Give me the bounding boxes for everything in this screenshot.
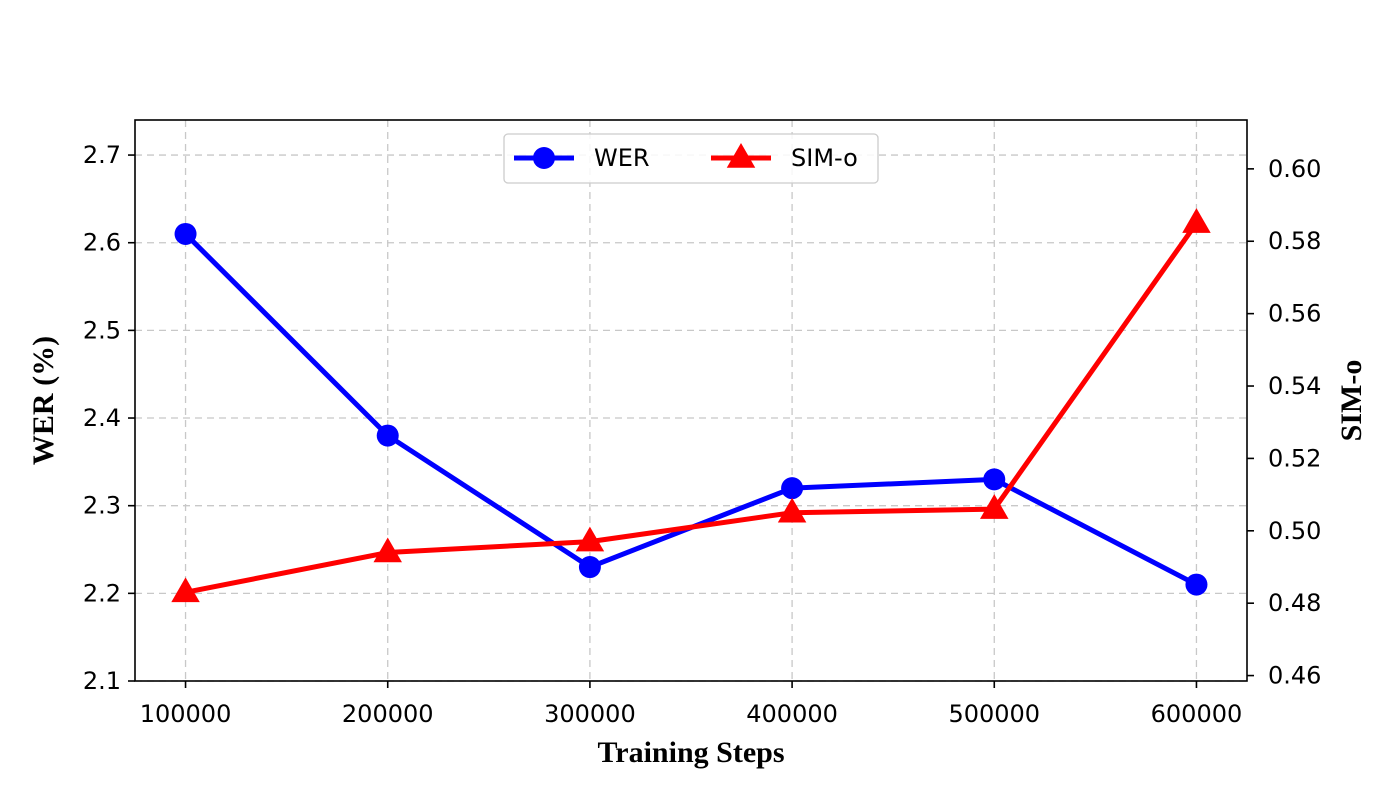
x-tick-label: 400000 — [746, 700, 838, 728]
data-point — [983, 468, 1006, 491]
y-right-tick-label: 0.48 — [1268, 589, 1321, 617]
legend-label: WER — [594, 144, 650, 172]
y-left-tick-label: 2.4 — [83, 404, 121, 432]
x-tick-label: 100000 — [140, 700, 232, 728]
y-left-tick-label: 2.6 — [83, 229, 121, 257]
series-layer — [171, 208, 1211, 603]
series-line — [183, 220, 1199, 595]
data-point — [373, 537, 402, 563]
legend-item: WER — [514, 144, 650, 172]
data-point — [1185, 573, 1208, 596]
y-right-tick-label: 0.46 — [1268, 662, 1321, 690]
data-point — [578, 556, 601, 579]
series-line — [183, 231, 1199, 588]
axis-ticks: 100000 200000 300000 400000 500000 600000 2.1 2… — [83, 141, 1322, 728]
y-right-tick-label: 0.50 — [1268, 517, 1321, 545]
x-tick-label: 200000 — [342, 700, 434, 728]
legend-marker — [726, 143, 756, 168]
y-right-tick-label: 0.60 — [1268, 155, 1321, 183]
x-tick-label: 500000 — [948, 700, 1040, 728]
y-right-axis-title: SIM-o — [1335, 360, 1368, 442]
legend-frame — [503, 133, 879, 184]
x-tick-label: 300000 — [544, 700, 636, 728]
x-tick-label: 600000 — [1151, 700, 1243, 728]
data-point — [575, 526, 605, 552]
data-point — [781, 477, 804, 500]
y-right-tick-label: 0.52 — [1268, 444, 1321, 472]
series-sim-o — [171, 208, 1211, 603]
y-left-tick-label: 2.7 — [83, 141, 121, 169]
data-point — [777, 497, 807, 523]
y-right-tick-label: 0.54 — [1268, 372, 1321, 400]
data-point — [376, 424, 399, 447]
y-left-tick-label: 2.2 — [83, 579, 121, 607]
y-right-tick-label: 0.56 — [1268, 300, 1321, 328]
x-axis-title: Training Steps — [598, 736, 785, 769]
legend-marker — [533, 147, 555, 169]
y-right-tick-label: 0.58 — [1268, 227, 1321, 255]
legend: WER SIM-o — [503, 133, 879, 184]
legend-label: SIM-o — [791, 144, 858, 172]
grid — [135, 120, 1247, 682]
y-left-axis-title: WER (%) — [27, 336, 60, 465]
data-point — [174, 222, 197, 245]
data-point — [1182, 208, 1211, 233]
plot-frame — [134, 119, 1248, 682]
series-wer — [174, 222, 1208, 596]
data-point — [171, 577, 200, 603]
data-point — [980, 494, 1009, 519]
y-left-tick-label: 2.5 — [83, 316, 121, 344]
legend-item: SIM-o — [711, 143, 858, 172]
y-left-tick-label: 2.1 — [83, 667, 121, 695]
y-left-tick-label: 2.3 — [83, 492, 121, 520]
